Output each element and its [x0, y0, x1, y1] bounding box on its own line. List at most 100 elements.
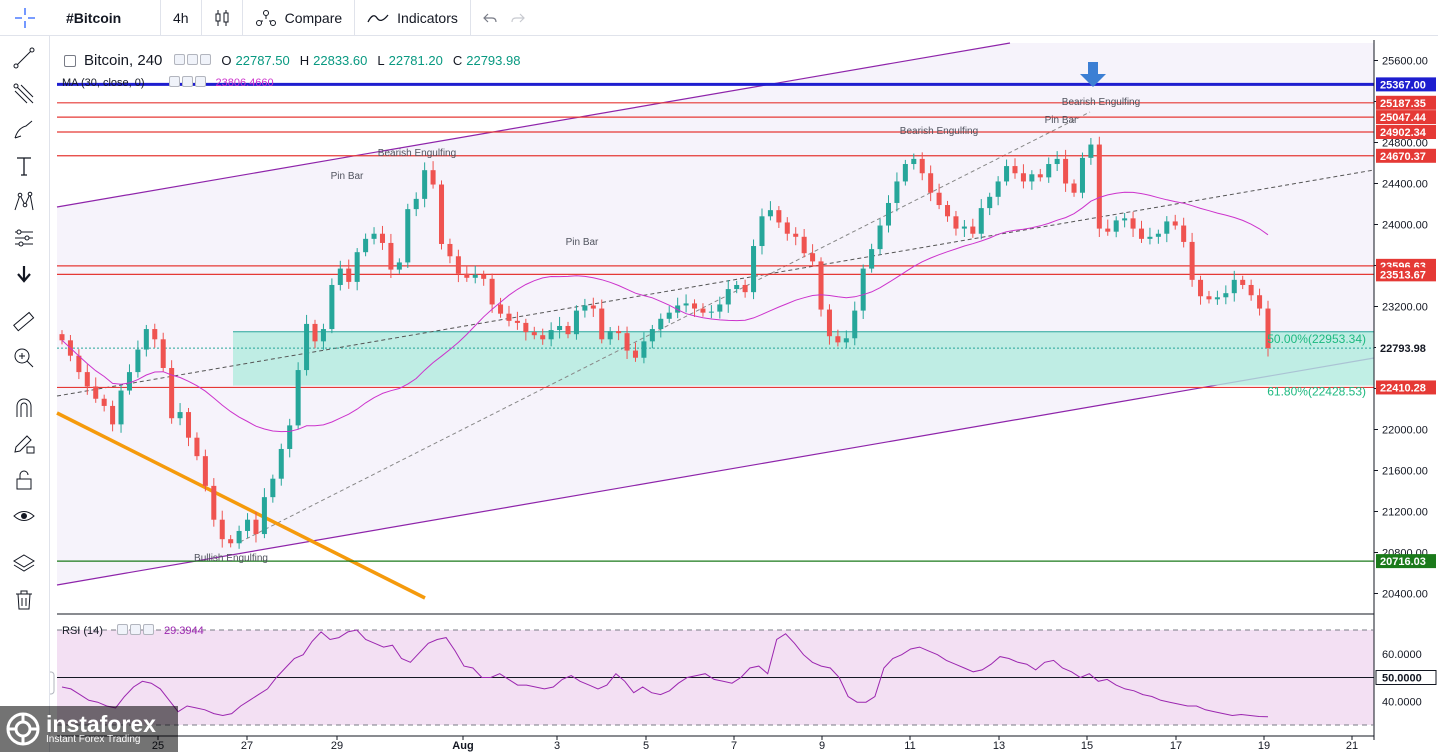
prediction-tool[interactable] — [10, 224, 38, 252]
candle-body — [919, 158, 925, 174]
candle-body — [304, 323, 310, 371]
candle-body — [860, 268, 866, 311]
candle-body — [582, 305, 588, 311]
candle-body — [573, 310, 579, 335]
time-tick-label: 29 — [331, 740, 343, 752]
candle-body — [725, 289, 731, 305]
object-tree-tool[interactable] — [10, 550, 38, 578]
candle-body — [843, 338, 849, 343]
candle-body — [160, 339, 166, 368]
ma-value: 23806.4660 — [215, 77, 274, 89]
price-level-tag-label: 22410.28 — [1380, 382, 1426, 394]
candle-body — [422, 170, 428, 199]
pattern-annotation: Bearish Engulfing — [378, 148, 456, 159]
price-level-tag — [1376, 267, 1436, 282]
price-level-tag-label: 25047.44 — [1380, 112, 1427, 124]
candles-icon — [215, 9, 229, 26]
candle-body — [177, 412, 183, 419]
undo-icon[interactable] — [483, 12, 497, 24]
price-level-tag-label: 20716.03 — [1380, 556, 1426, 568]
candle-body — [961, 226, 967, 229]
pattern-annotation: Bearish Engulfing — [900, 126, 978, 137]
time-tick-label: 11 — [904, 740, 915, 752]
pattern-annotation: Pin Bar — [1045, 115, 1078, 126]
candle-body — [666, 312, 672, 319]
candle-body — [1257, 295, 1263, 309]
pattern-tool[interactable] — [10, 188, 38, 216]
candle-body — [869, 249, 875, 269]
symbol-search[interactable]: #Bitcoin — [66, 9, 122, 26]
candle-body — [548, 330, 554, 340]
brush-tool[interactable] — [10, 116, 38, 144]
trendline-tool[interactable] — [10, 44, 38, 72]
pitchfork-tool[interactable] — [10, 80, 38, 108]
candle-body — [135, 349, 141, 373]
collapse-legend-icon[interactable] — [64, 54, 76, 67]
candle-body — [692, 303, 698, 309]
candle-body — [84, 372, 90, 387]
candle-body — [236, 530, 242, 544]
candle-body — [708, 311, 714, 313]
price-level-tag — [1376, 554, 1436, 569]
candle-body — [261, 497, 267, 535]
zoom-tool[interactable] — [10, 344, 38, 372]
rsi-settings-icons[interactable] — [115, 624, 154, 638]
price-tick-label: 24400.00 — [1382, 179, 1428, 191]
price-level-tag — [1376, 77, 1436, 92]
candle-body — [59, 334, 65, 341]
rsi-level-tag-label: 50.0000 — [1382, 673, 1422, 685]
candle-body — [717, 304, 723, 312]
magnet-tool[interactable] — [10, 394, 38, 422]
compare-button[interactable]: Compare — [241, 0, 355, 36]
measure-tool[interactable] — [10, 308, 38, 336]
zoom-in-icon — [14, 348, 34, 368]
candle-body — [253, 519, 259, 535]
remove-drawings-tool[interactable] — [10, 586, 38, 614]
candle-body — [211, 485, 217, 520]
stay-in-drawing-tool[interactable] — [10, 430, 38, 458]
ma-settings-icons[interactable] — [167, 76, 206, 90]
redo-icon[interactable] — [511, 12, 525, 24]
magnet-icon — [16, 398, 32, 417]
candle-body — [396, 262, 402, 270]
price-level-tag-label: 24902.34 — [1380, 127, 1427, 139]
price-level-tag-label: 25367.00 — [1380, 79, 1426, 91]
candle-body — [1020, 173, 1026, 182]
legend-settings-icons[interactable] — [172, 53, 212, 68]
candle-body — [1189, 241, 1195, 280]
candle-body — [523, 322, 529, 333]
candle-body — [1012, 166, 1018, 174]
pattern-annotation: Bullish Engulfing — [194, 553, 268, 564]
candle-body — [1240, 279, 1246, 285]
rsi-value: 29.3944 — [163, 625, 204, 637]
candle-body — [987, 196, 993, 209]
chart-style-button[interactable] — [200, 0, 242, 36]
ma-legend: MA (30, close, 0) 23806.4660 — [62, 76, 274, 90]
interval-selector[interactable]: 4h — [160, 0, 201, 36]
low-value: 22781.20 — [388, 53, 443, 68]
candle-body — [885, 202, 892, 226]
arrow-marker-tool[interactable] — [10, 260, 38, 288]
hide-drawings-tool[interactable] — [10, 502, 38, 530]
text-tool[interactable] — [10, 152, 38, 180]
candle-body — [413, 198, 419, 210]
orange-trendline — [56, 411, 426, 600]
candle-body — [759, 216, 765, 247]
candle-body — [1265, 308, 1271, 349]
candle-body — [734, 284, 740, 290]
indicators-button[interactable]: Indicators — [354, 0, 470, 36]
candle-body — [936, 192, 942, 206]
candle-body — [531, 332, 537, 336]
pencil-lock-icon — [14, 435, 35, 454]
candle-body — [379, 233, 385, 243]
lock-drawings-tool[interactable] — [10, 466, 38, 494]
ruler-icon — [13, 311, 35, 332]
candle-body — [599, 308, 605, 340]
price-tick-label: 20400.00 — [1382, 589, 1428, 601]
candle-body — [295, 370, 301, 426]
candle-body — [498, 304, 504, 314]
crosshair-tool[interactable] — [0, 0, 50, 36]
candle-body — [902, 164, 908, 182]
top-toolbar: #Bitcoin 4h Compare Indicators — [0, 0, 1438, 36]
